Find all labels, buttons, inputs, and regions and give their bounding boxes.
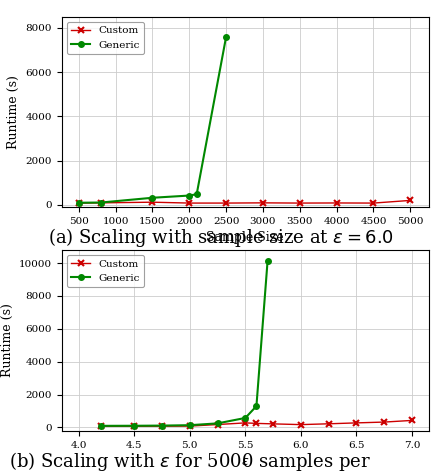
Custom [187, 200, 192, 206]
Generic [150, 195, 155, 200]
Custom [187, 423, 192, 429]
X-axis label: $\epsilon$: $\epsilon$ [241, 455, 249, 468]
Custom [159, 423, 164, 429]
Custom [76, 200, 81, 206]
Custom [98, 424, 103, 429]
Custom [371, 200, 376, 206]
Custom [260, 200, 266, 206]
Line: Generic: Generic [76, 34, 229, 206]
Custom [381, 419, 387, 425]
Generic [215, 420, 220, 426]
X-axis label: Sample Size: Sample Size [206, 231, 284, 244]
Y-axis label: Runtime (s): Runtime (s) [7, 75, 20, 149]
Generic [187, 422, 192, 428]
Generic [98, 199, 103, 205]
Line: Custom: Custom [75, 197, 414, 207]
Custom [150, 199, 155, 205]
Line: Generic: Generic [98, 258, 271, 428]
Generic [243, 415, 248, 421]
Custom [131, 424, 137, 429]
Generic [187, 193, 192, 198]
Generic [265, 258, 270, 264]
Custom [409, 417, 415, 423]
Generic [159, 423, 164, 428]
Custom [326, 421, 332, 426]
Custom [408, 198, 413, 203]
Custom [254, 420, 259, 426]
Generic [254, 403, 259, 409]
Text: (b) Scaling with $\epsilon$ for 5000 samples per
class: (b) Scaling with $\epsilon$ for 5000 sam… [9, 450, 371, 476]
Custom [98, 200, 103, 206]
Custom [334, 200, 339, 206]
Text: (a) Scaling with sample size at $\epsilon = 6.0$: (a) Scaling with sample size at $\epsilo… [48, 226, 394, 249]
Generic [98, 423, 103, 429]
Legend: Custom, Generic: Custom, Generic [67, 255, 144, 287]
Y-axis label: Runtime (s): Runtime (s) [0, 303, 13, 377]
Custom [224, 200, 229, 206]
Custom [271, 421, 276, 426]
Generic [194, 191, 199, 197]
Custom [354, 420, 359, 426]
Generic [224, 34, 229, 40]
Generic [131, 423, 137, 428]
Custom [215, 422, 220, 427]
Generic [76, 200, 81, 206]
Line: Custom: Custom [97, 417, 415, 430]
Custom [297, 200, 302, 206]
Legend: Custom, Generic: Custom, Generic [67, 22, 144, 54]
Custom [243, 420, 248, 426]
Custom [298, 422, 304, 427]
